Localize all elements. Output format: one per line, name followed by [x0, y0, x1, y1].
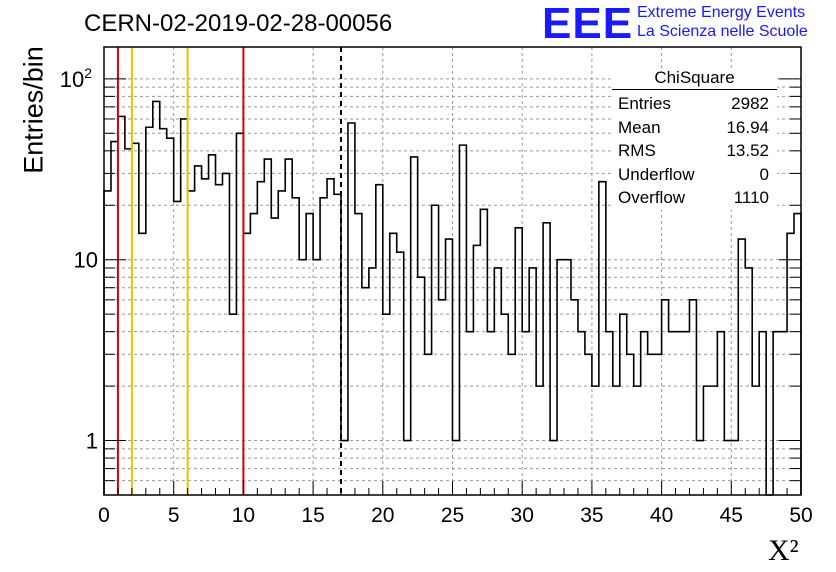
y-tick-labels: 1 10 102 [60, 65, 98, 454]
stats-row: Underflow 0 [612, 163, 777, 187]
y-tick-label: 10 [74, 248, 98, 273]
stats-label: Underflow [618, 164, 695, 184]
stats-label: Mean [618, 117, 661, 137]
x-tick-label: 45 [720, 504, 743, 527]
x-tick-label: 20 [371, 504, 394, 527]
chart-title: CERN-02-2019-02-28-00056 [84, 10, 393, 37]
x-tick-label: 30 [511, 504, 534, 527]
x-tick-label: 25 [441, 504, 464, 527]
eee-logo: EEE [542, 0, 634, 48]
stats-row: RMS 13.52 [612, 139, 777, 163]
x-tick-label: 15 [301, 504, 324, 527]
stats-value: 2982 [731, 94, 769, 113]
reference-lines [116, 47, 342, 495]
histogram-outline [103, 100, 802, 496]
x-tick-label: 35 [580, 504, 603, 527]
stats-value: 1110 [733, 188, 769, 207]
stats-row: Entries 2982 [612, 92, 777, 116]
x-tick-label: 50 [789, 504, 812, 527]
stats-value: 0 [759, 164, 769, 184]
stats-value: 16.94 [726, 117, 769, 137]
x-tick-label: 0 [98, 504, 110, 527]
y-tick-label: 102 [60, 65, 92, 92]
stats-box: ChiSquare Entries 2982 Mean 16.94 RMS 13.52… [612, 68, 777, 210]
x-tick-labels: 0 5 10 15 20 25 30 35 40 45 50 [98, 504, 813, 527]
y-tick-label: 1 [86, 429, 98, 454]
x-tick-label: 10 [232, 504, 255, 527]
stats-label: RMS [618, 141, 656, 160]
stats-row: Mean 16.94 [612, 116, 777, 140]
logo-line-2: La Scienza nelle Scuole [637, 23, 808, 40]
histogram-bars [103, 100, 802, 496]
x-axis-label: X² [768, 534, 799, 567]
y-axis-label: Entries/bin [18, 46, 49, 174]
stats-value: 13.52 [726, 141, 769, 160]
stats-title: ChiSquare [612, 68, 777, 90]
logo-line-1: Extreme Energy Events [637, 4, 806, 21]
stats-label: Overflow [618, 188, 686, 207]
stats-label: Entries [618, 94, 671, 113]
stats-row: Overflow 1110 [612, 186, 777, 210]
x-tick-label: 5 [168, 504, 180, 527]
x-tick-label: 40 [650, 504, 673, 527]
axis-ticks [103, 78, 802, 496]
